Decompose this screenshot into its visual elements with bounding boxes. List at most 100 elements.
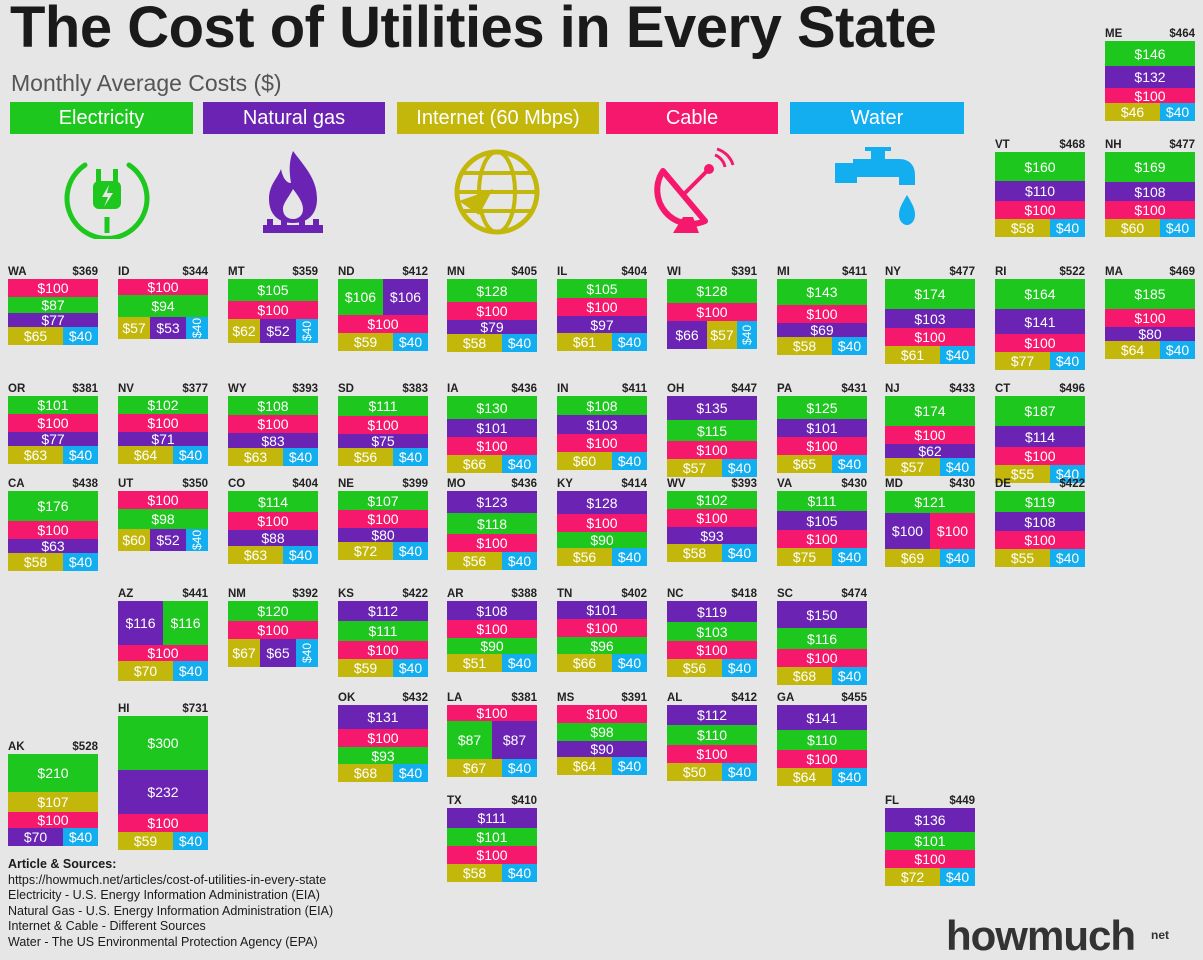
state-total: $522 [1059,266,1085,278]
state-abbr: CT [995,383,1011,395]
bar-water: $40 [1050,219,1085,237]
bar-value: $101 [37,397,69,413]
bar-value: $55 [1010,466,1035,482]
bar-value: $40 [190,529,204,551]
state-total: $359 [292,266,318,278]
bar-electricity: $87 [8,297,98,313]
bar-value: $40 [300,320,314,342]
bar-value: $100 [147,415,179,431]
bar-water: $40 [283,546,318,564]
bar-cable: $100 [885,328,975,346]
bar-internet: $60 [557,452,612,470]
state-abbr: IA [447,383,459,395]
bar-electricity: $94 [118,295,208,317]
state-total: $436 [511,383,537,395]
state-header: WI $391 [667,265,757,279]
state-header: GA $455 [777,691,867,705]
bar-water: $40 [612,654,647,672]
bar-value: $169 [1134,159,1166,175]
state-header: AR $388 [447,587,537,601]
bar-value: $120 [257,603,289,619]
bar-electricity: $120 [228,601,318,621]
bar-value: $116 [170,615,201,631]
state-header: UT $350 [118,477,208,491]
bar-internet: $57 [118,317,150,339]
state-header: MO $436 [447,477,537,491]
bar-gas: $101 [557,601,647,619]
bar-cable: $100 [447,705,537,721]
bar-cable: $100 [338,416,428,434]
bar-value: $40 [945,347,970,363]
source-line: Electricity - U.S. Energy Information Ad… [8,888,320,902]
bar-electricity: $116 [777,628,867,649]
bar-internet: $60 [1105,219,1160,237]
bar-cable: $100 [228,512,318,530]
bar-value: $93 [700,527,724,544]
bar-value: $100 [257,302,289,318]
bar-electricity: $98 [557,723,647,741]
bar-value: $100 [367,316,399,332]
bar-value: $101 [476,420,508,436]
bar-gas: $114 [995,426,1085,447]
bar-cable: $100 [667,745,757,763]
bar-value: $100 [147,279,179,295]
bar-value: $40 [1055,550,1080,566]
state-total: $383 [402,383,428,395]
bar-electricity: $121 [885,491,975,513]
bar-value: $100 [476,535,508,551]
bar-gas: $119 [667,601,757,622]
bar-cable: $100 [557,434,647,452]
state-abbr: HI [118,703,130,715]
bar-value: $71 [151,432,175,446]
bar-electricity: $101 [447,828,537,846]
bar-gas: $106 [383,279,428,315]
bar-gas: $103 [557,415,647,434]
state-abbr: GA [777,692,795,704]
bar-value: $100 [367,642,399,658]
bar-value: $107 [367,492,399,509]
bar-value: $56 [682,660,707,676]
bar-water: $40 [393,764,428,782]
bar-value: $100 [914,427,946,443]
bar-cable: $100 [447,846,537,864]
state-abbr: NH [1105,139,1122,151]
bar-value: $40 [1165,104,1190,120]
state-abbr: WA [8,266,27,278]
bar-value: $116 [125,615,156,631]
bar-value: $114 [1024,428,1056,445]
bar-value: $100 [37,280,69,296]
bar-gas: $112 [667,705,757,725]
bar-value: $60 [572,453,597,469]
bar-cable: $100 [777,530,867,548]
bar-value: $40 [727,460,752,476]
source-line: Internet & Cable - Different Sources [8,919,206,933]
state-abbr: AZ [118,588,134,600]
bar-value: $75 [371,434,395,448]
bar-value: $53 [156,320,180,336]
bar-value: $100 [1134,202,1166,218]
bar-internet: $72 [338,542,393,560]
bar-water: $40 [393,448,428,466]
bar-electricity: $187 [995,396,1085,426]
state-abbr: WY [228,383,247,395]
bar-cable: $100 [118,814,208,832]
faucet-icon [829,145,925,244]
bar-value: $61 [572,334,597,350]
bar-internet: $60 [118,529,150,551]
bar-value: $146 [1134,45,1166,62]
globe-icon [449,145,545,244]
bar-value: $100 [806,306,838,322]
state-total: $430 [949,478,975,490]
bar-electricity: $96 [557,637,647,654]
state-header: KY $414 [557,477,647,491]
bar-value: $63 [23,447,48,463]
bar-gas: $63 [8,539,98,553]
bar-internet: $66 [557,654,612,672]
state-abbr: SD [338,383,354,395]
bar-value: $103 [914,310,946,327]
bar-water: $40 [63,327,98,345]
bar-value: $100 [1134,88,1166,103]
bar-water: $40 [1050,352,1085,370]
bar-internet: $72 [885,868,940,886]
state-header: AL $412 [667,691,757,705]
